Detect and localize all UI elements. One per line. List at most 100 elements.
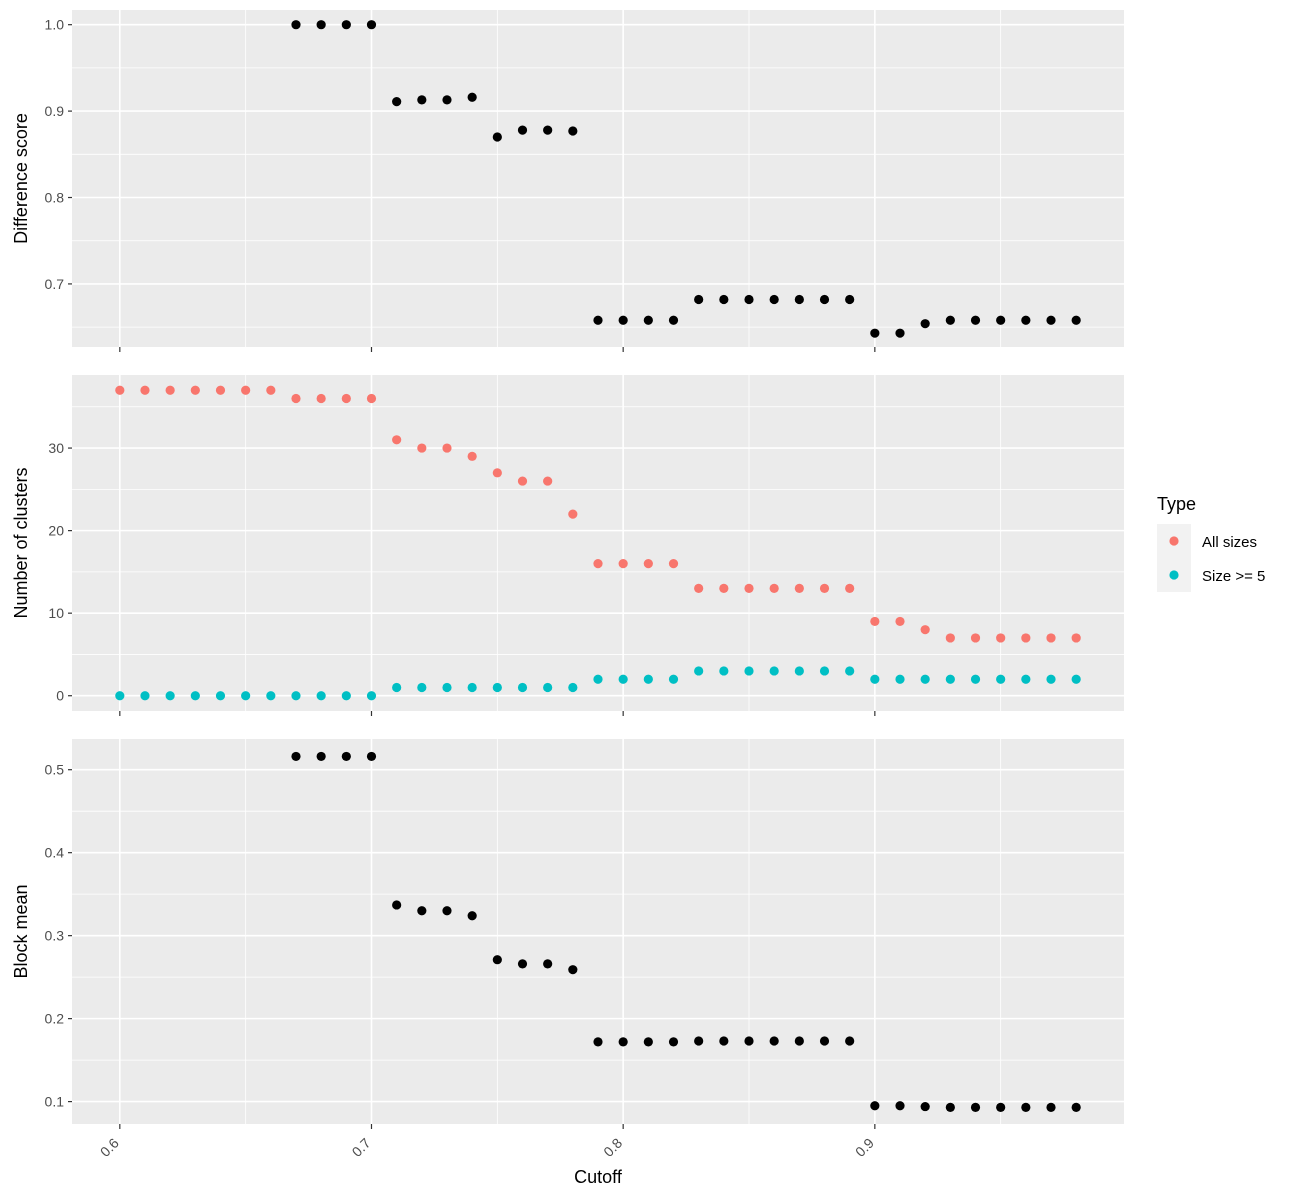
data-point [392, 435, 402, 445]
data-point [794, 294, 804, 305]
data-point [970, 1102, 981, 1113]
data-point [517, 476, 528, 486]
y-tick-label: 0.9 [45, 103, 65, 119]
data-point [593, 559, 603, 569]
data-point [643, 1037, 653, 1047]
series-all-sizes [115, 385, 1081, 643]
data-point [593, 315, 603, 325]
data-point [996, 674, 1006, 684]
data-point [1021, 674, 1031, 684]
data-point [694, 583, 704, 594]
y-tick-label: 30 [48, 440, 64, 456]
data-point [543, 959, 553, 969]
data-point [1021, 1102, 1031, 1113]
data-point [769, 583, 779, 594]
data-point [643, 559, 653, 569]
data-point [794, 583, 804, 594]
data-point [945, 1102, 955, 1113]
data-point [316, 691, 326, 701]
data-point [1046, 1102, 1056, 1113]
data-point [241, 691, 251, 701]
data-point [618, 315, 628, 325]
data-point [316, 393, 326, 404]
panel-block-mean: 0.1 0.2 0.3 0.4 0.5 Block mean [11, 739, 1124, 1129]
data-point [920, 674, 930, 684]
data-point [920, 625, 930, 635]
y-axis-title: Difference score [11, 113, 31, 244]
data-point [291, 393, 301, 404]
y-tick-label: 20 [48, 523, 64, 539]
data-point [291, 20, 301, 30]
data-point [618, 559, 628, 569]
data-point [945, 315, 955, 325]
data-point [819, 583, 830, 594]
data-point [467, 92, 477, 102]
data-point [417, 906, 427, 916]
data-point [970, 633, 981, 643]
data-point [668, 559, 679, 569]
data-point [895, 1101, 905, 1111]
legend-title: Type [1157, 494, 1196, 514]
data-point [492, 468, 502, 478]
y-tick-label: 0.5 [45, 762, 65, 778]
data-point [316, 751, 326, 762]
data-point [845, 666, 855, 676]
y-tick-label: 10 [48, 605, 64, 621]
data-point [643, 674, 653, 684]
data-point [895, 674, 905, 684]
data-point [517, 125, 528, 135]
data-point [190, 385, 200, 395]
data-point [392, 96, 402, 107]
data-point [769, 294, 779, 305]
data-point [366, 751, 377, 762]
data-point [769, 1036, 779, 1046]
data-point [417, 443, 427, 453]
data-point [668, 674, 679, 684]
data-point [492, 955, 502, 965]
data-point [845, 1036, 855, 1046]
data-point [341, 20, 351, 30]
data-point [970, 674, 981, 684]
data-point [769, 666, 779, 676]
data-point [467, 682, 477, 693]
y-axis-title: Block mean [11, 884, 31, 978]
data-point [1021, 633, 1031, 643]
data-point [341, 691, 351, 701]
y-tick-label: 0.2 [45, 1011, 65, 1027]
data-point [870, 1101, 880, 1111]
data-point [719, 666, 729, 676]
data-point [1046, 315, 1056, 325]
data-point [366, 691, 377, 701]
legend: Type All sizes Size >= 5 [1157, 494, 1265, 592]
y-tick-label: 0 [56, 688, 64, 704]
data-point [442, 682, 452, 693]
data-point [442, 443, 452, 453]
y-tick-label: 0.7 [45, 276, 65, 292]
data-point [819, 294, 830, 305]
panels: 0.7 0.8 0.9 1.0 Difference score 0 10 20 30 Numbe… [11, 10, 1124, 1160]
data-point [719, 1036, 729, 1046]
data-point [1046, 674, 1056, 684]
data-point [996, 315, 1006, 325]
data-point [442, 906, 452, 916]
data-point [794, 1036, 804, 1046]
data-point [492, 682, 502, 693]
series [291, 20, 1081, 338]
x-axis-title: Cutoff [574, 1167, 623, 1187]
x-tick-label: 0.9 [852, 1135, 877, 1160]
data-point [543, 476, 553, 486]
data-point [115, 691, 125, 701]
data-point [719, 583, 729, 594]
panel-difference-score: 0.7 0.8 0.9 1.0 Difference score [11, 10, 1124, 352]
legend-marker [1169, 570, 1179, 580]
data-point [945, 674, 955, 684]
data-point [291, 751, 301, 762]
data-point [467, 911, 477, 921]
data-point [845, 583, 855, 594]
data-point [543, 682, 553, 693]
data-point [241, 385, 251, 395]
data-point [643, 315, 653, 325]
data-point [392, 900, 402, 910]
data-point [870, 616, 880, 627]
